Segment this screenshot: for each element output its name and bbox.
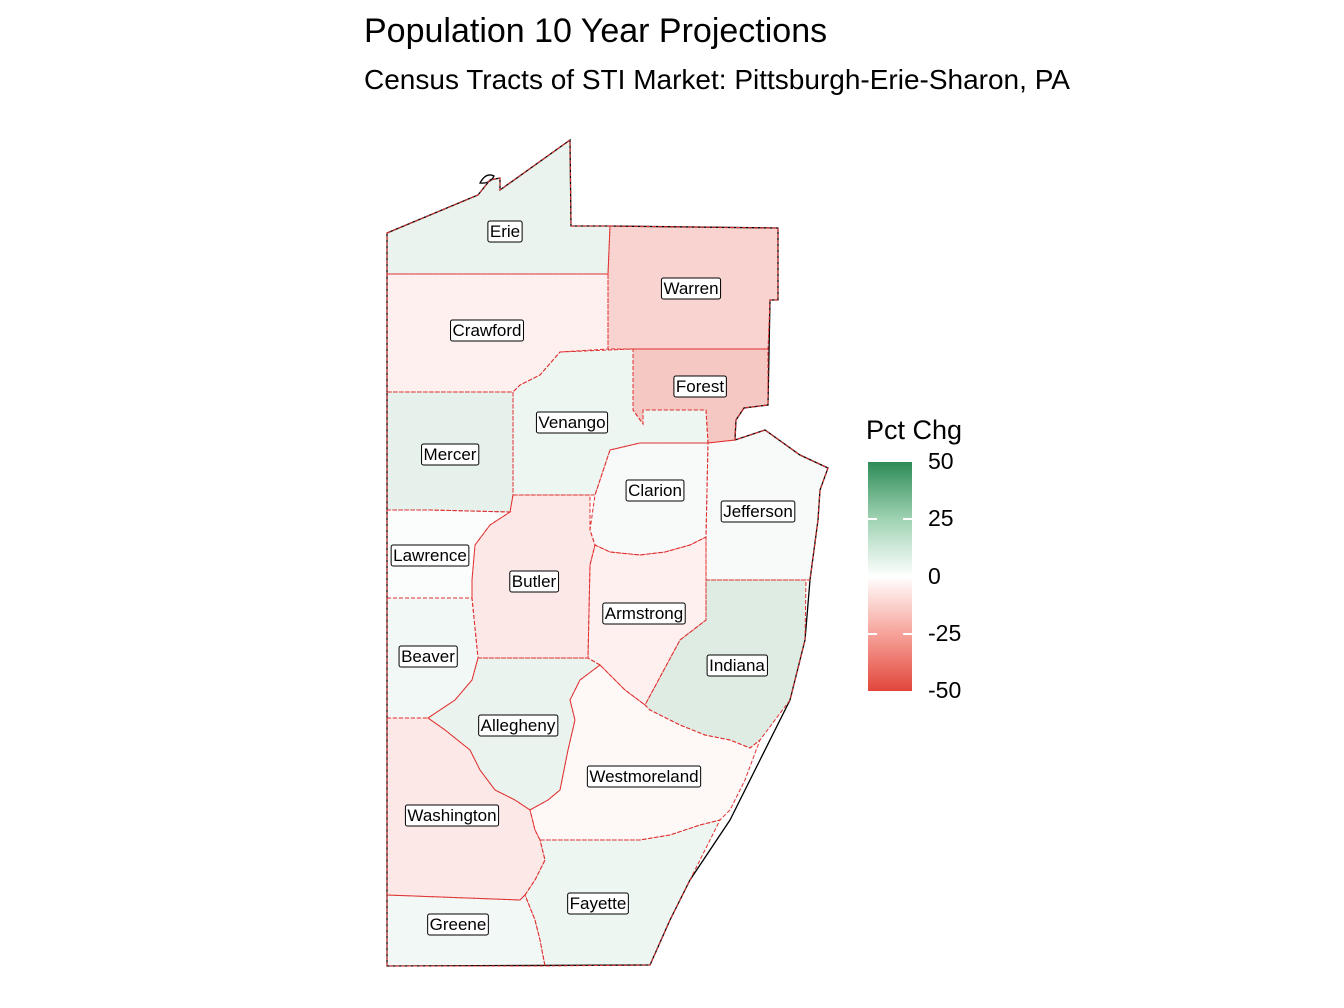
county-venango [513,349,708,495]
legend-tick-mark [903,575,912,578]
county-label-jefferson: Jefferson [720,500,796,523]
county-label-text: Fayette [570,894,627,913]
county-label-text: Armstrong [605,604,683,623]
county-label-text: Lawrence [393,546,467,565]
county-label-armstrong: Armstrong [602,602,686,625]
county-erie [387,140,610,274]
county-border-washington [386,717,546,901]
legend-tick-mark [903,518,912,521]
county-label-text: Allegheny [481,716,556,735]
legend-tick-label: 25 [928,505,954,532]
legend-tick-label: -25 [928,619,962,646]
county-label-erie: Erie [487,220,523,243]
county-border-greene [386,894,546,967]
erie-island-outline [478,174,495,184]
legend-tick-label: 50 [928,448,954,474]
county-label-text: Warren [663,279,718,298]
county-border-fayette [524,819,721,967]
county-label-text: Washington [407,806,496,825]
county-label-crawford: Crawford [450,319,524,342]
county-label-lawrence: Lawrence [390,544,470,567]
county-label-clarion: Clarion [625,479,685,502]
county-label-warren: Warren [660,277,722,300]
county-label-text: Mercer [424,445,477,464]
county-label-mercer: Mercer [421,443,480,466]
county-label-indiana: Indiana [706,654,768,677]
legend-tick-label: -50 [928,677,962,703]
legend-tick-mark [903,632,912,635]
county-label-text: Jefferson [723,502,793,521]
county-label-venango: Venango [535,411,609,434]
county-shapes [387,140,828,966]
county-label-text: Greene [430,915,487,934]
county-label-text: Butler [512,572,557,591]
county-labels: Erie Warren Crawford Forest Venango Mercer Cla… [390,220,796,936]
county-label-washington: Washington [404,804,500,827]
county-label-allegheny: Allegheny [478,714,559,737]
county-border-erie [386,139,611,275]
county-border-forest [632,348,769,444]
county-border-clarion [589,442,709,556]
legend-tick-label: 0 [928,562,941,589]
county-label-text: Westmoreland [589,767,698,786]
legend-tick-mark [868,518,877,521]
legend-title: Pct Chg [866,415,963,445]
county-label-beaver: Beaver [398,645,458,668]
county-label-forest: Forest [673,375,727,398]
legend-tick-mark [868,575,877,578]
county-label-text: Erie [490,222,520,241]
county-label-text: Beaver [401,647,455,666]
county-label-westmoreland: Westmoreland [586,765,702,788]
county-westmoreland [530,665,760,840]
county-borders [386,139,829,967]
county-border-jefferson [705,429,829,581]
map-subtitle: Census Tracts of STI Market: Pittsburgh-… [364,64,1070,95]
county-label-greene: Greene [427,913,489,936]
county-label-text: Venango [538,413,605,432]
map-title: Population 10 Year Projections [364,12,828,50]
county-label-text: Clarion [628,481,682,500]
county-border-venango [512,348,709,496]
county-label-text: Forest [676,377,724,396]
county-label-text: Indiana [709,656,765,675]
county-label-text: Crawford [453,321,522,340]
legend-tick-mark [868,632,877,635]
county-label-fayette: Fayette [567,892,629,915]
county-border-westmoreland [529,664,762,841]
county-label-butler: Butler [509,570,560,593]
